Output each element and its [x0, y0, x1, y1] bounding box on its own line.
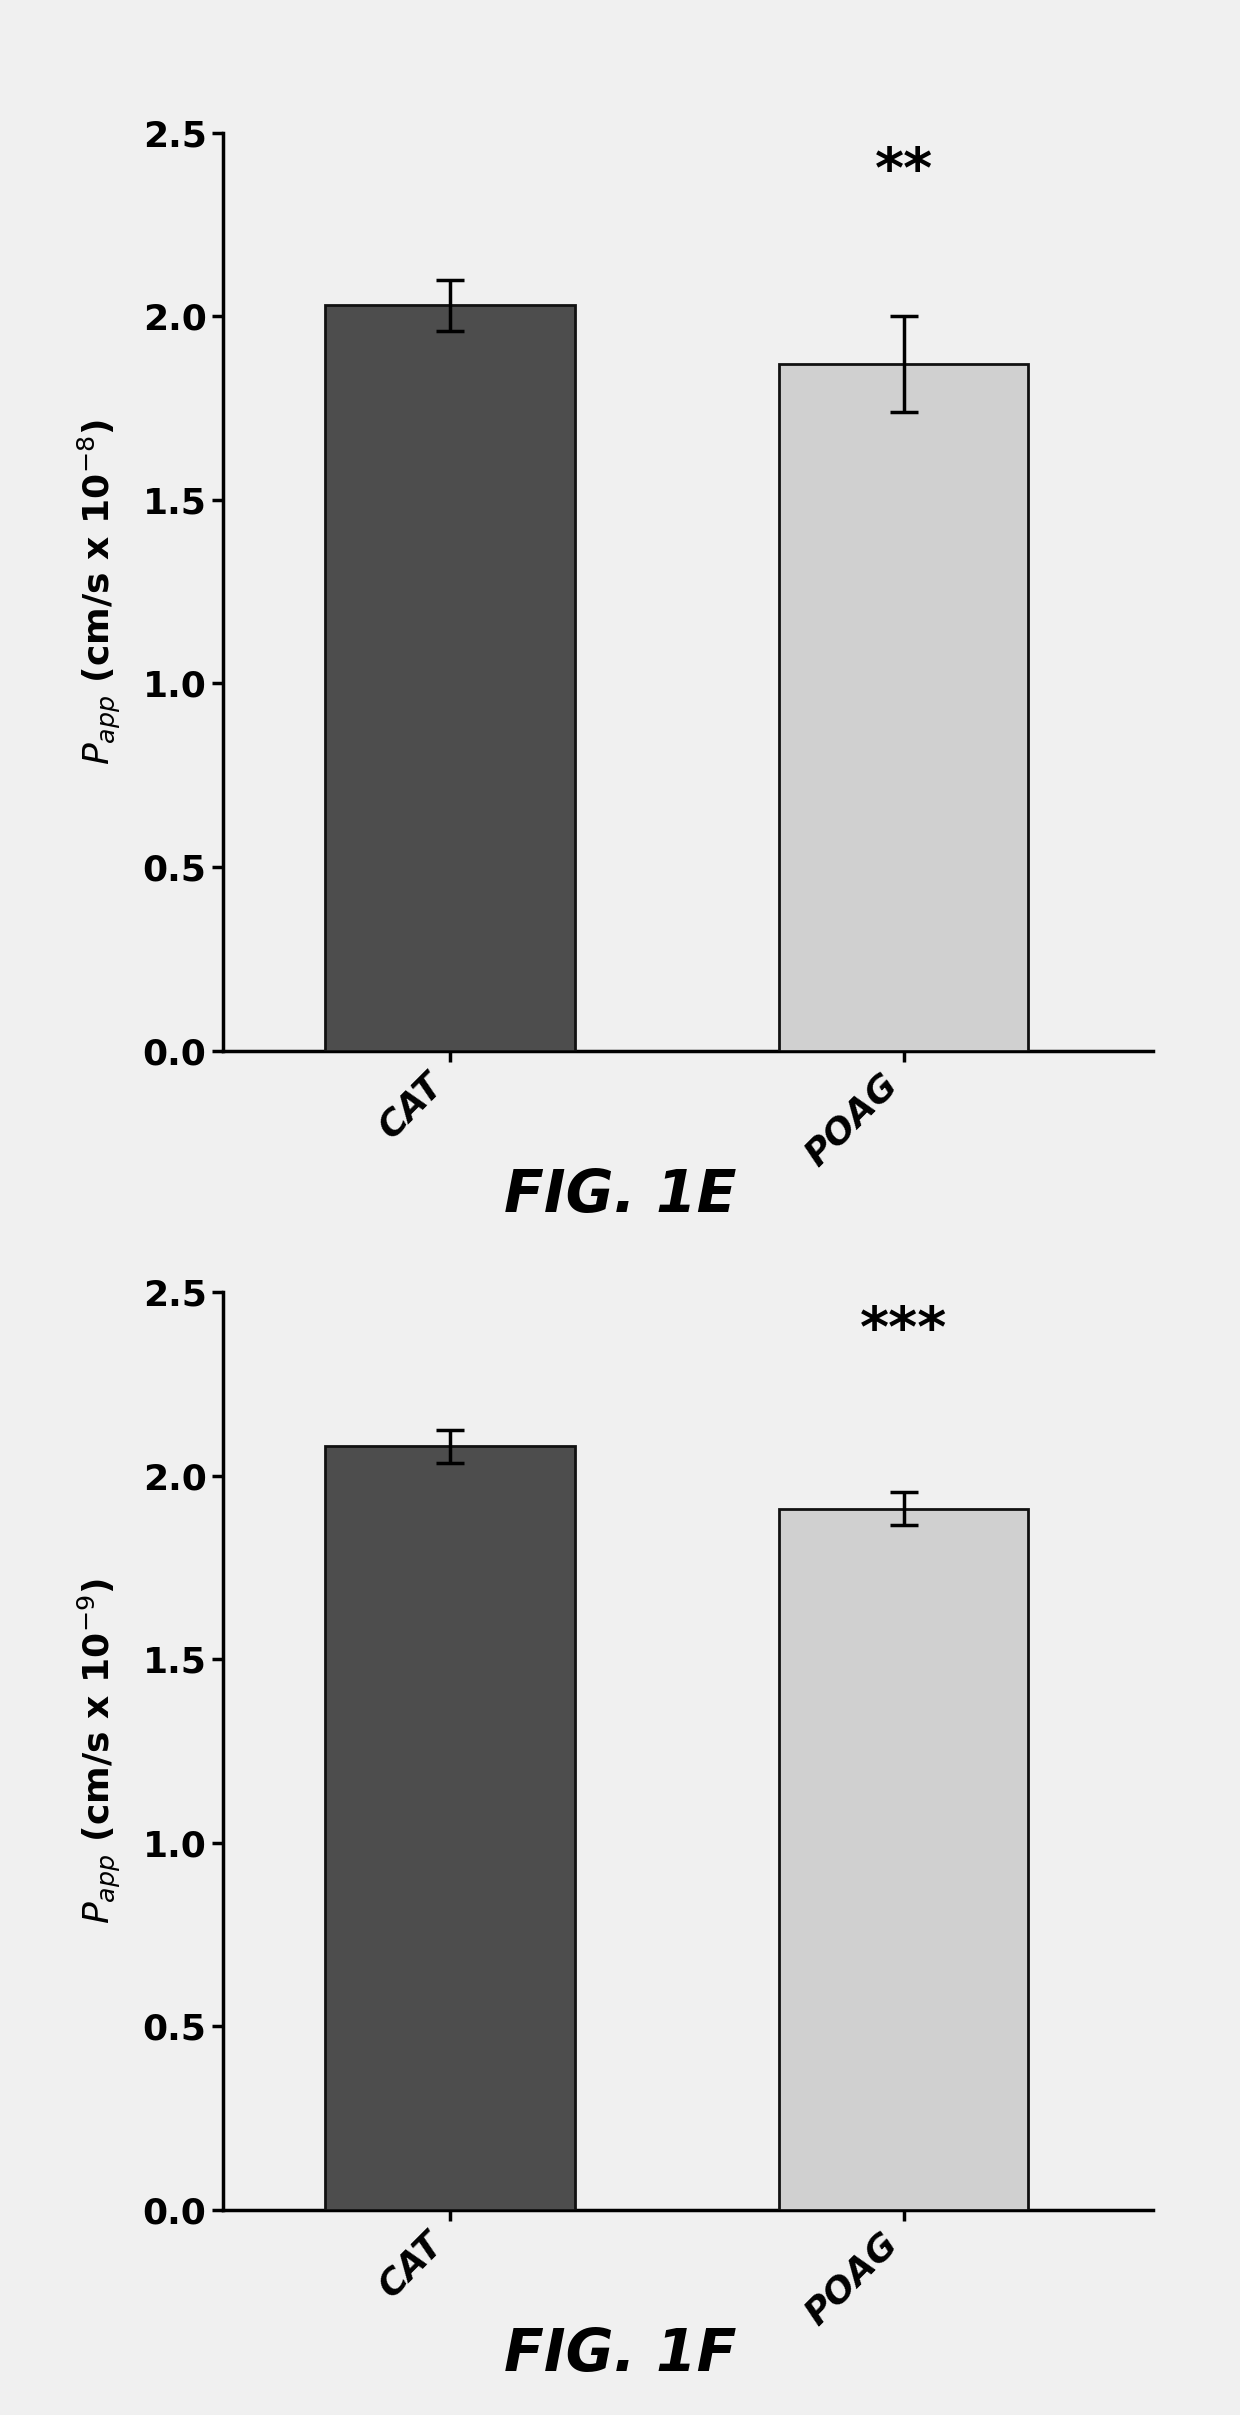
Bar	[779, 1509, 1028, 2210]
Y-axis label: $\mathit{P}_{app}$ (cm/s x 10$^{-9}$): $\mathit{P}_{app}$ (cm/s x 10$^{-9}$)	[76, 1577, 123, 1925]
Bar	[325, 1447, 575, 2210]
Text: ***: ***	[861, 1304, 947, 1357]
Text: FIG. 1F: FIG. 1F	[503, 2326, 737, 2384]
Text: FIG. 1E: FIG. 1E	[503, 1166, 737, 1224]
Y-axis label: $\mathit{P}_{app}$ (cm/s x 10$^{-8}$): $\mathit{P}_{app}$ (cm/s x 10$^{-8}$)	[76, 418, 123, 766]
Text: **: **	[874, 145, 932, 198]
Bar	[779, 365, 1028, 1051]
Bar	[325, 304, 575, 1051]
